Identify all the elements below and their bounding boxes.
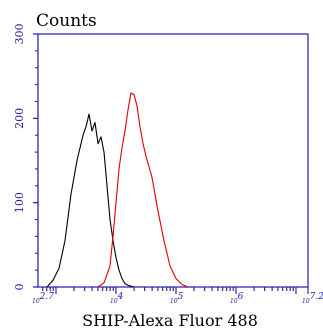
x-tick-label: 102.7 (32, 292, 54, 305)
x-tick-label: 105 (170, 292, 184, 305)
y-axis-label: Counts (36, 11, 97, 31)
histogram-series-2 (97, 92, 189, 288)
x-axis-label: SHIP-Alexa Fluor 488 (82, 311, 258, 330)
tick-layer: 0 100 200 300 102.7 104 105 106 107.2 (13, 24, 323, 306)
plot-frame (37, 33, 309, 288)
plot-area (37, 33, 309, 288)
x-tick-label: 106 (230, 292, 244, 305)
y-tick-label: 100 (13, 192, 26, 213)
series-layer (46, 92, 189, 288)
x-tick-label: 107.2 (302, 292, 323, 305)
x-tick-label: 104 (110, 292, 124, 305)
y-tick-label: 0 (13, 284, 26, 291)
y-tick-label: 300 (13, 24, 26, 45)
histogram-series-1 (46, 113, 135, 288)
y-tick-label: 200 (13, 108, 26, 129)
